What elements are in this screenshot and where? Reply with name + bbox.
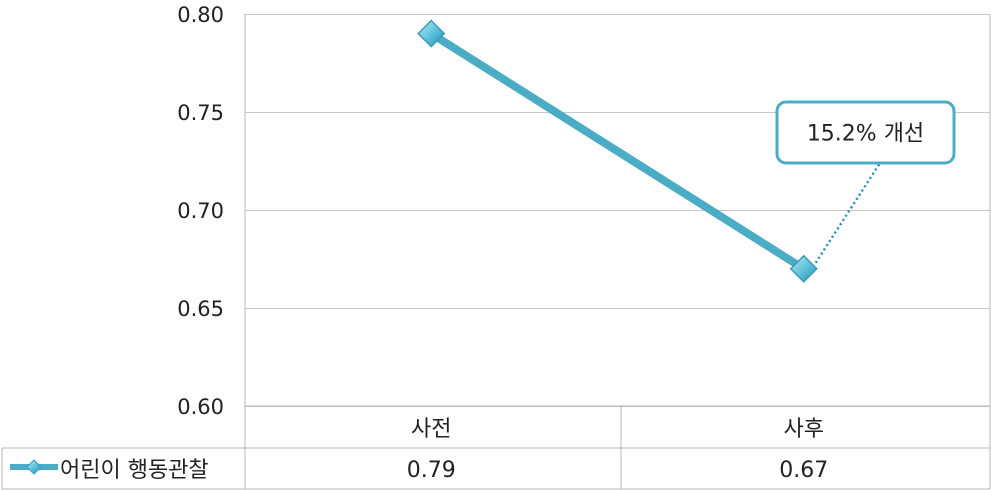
callout-box xyxy=(775,100,956,165)
data-point-marker xyxy=(789,254,818,283)
y-tick-label: 0.75 xyxy=(177,101,224,125)
series-group xyxy=(417,19,818,283)
y-tick-label: 0.70 xyxy=(177,199,224,223)
data-table-value: 0.79 xyxy=(407,458,456,483)
legend-label: 어린이 행동관찰 xyxy=(60,458,209,483)
callout-leader-line xyxy=(814,162,882,264)
data-table-value: 0.67 xyxy=(779,458,828,483)
data-table-lines xyxy=(1,14,991,490)
series-line xyxy=(427,29,808,273)
data-table-values: 0.79 0.67 xyxy=(407,458,828,483)
category-labels: 사전 사후 xyxy=(411,417,824,442)
y-axis-tick-labels: 0.60 0.65 0.70 0.75 0.80 xyxy=(177,3,224,419)
legend: 어린이 행동관찰 xyxy=(10,458,209,483)
legend-marker-key xyxy=(26,459,42,475)
y-tick-label: 0.65 xyxy=(177,297,224,321)
data-point-marker xyxy=(417,19,446,48)
category-label: 사전 xyxy=(411,417,451,442)
gridlines xyxy=(245,14,990,407)
annotation-callout: 15.2% 개선 xyxy=(775,100,956,264)
y-tick-label: 0.60 xyxy=(177,395,224,419)
category-label: 사후 xyxy=(784,417,824,442)
y-tick-label: 0.80 xyxy=(177,3,224,27)
callout-text: 15.2% 개선 xyxy=(807,122,924,147)
